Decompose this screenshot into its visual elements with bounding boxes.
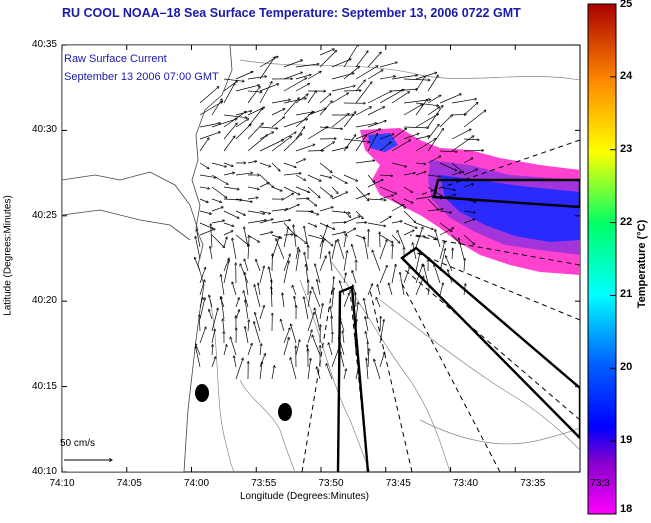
scale-label: 50 cm/s xyxy=(60,438,95,449)
y-tick-label: 40:30 xyxy=(0,124,57,135)
x-tick-label: 74:05 xyxy=(104,478,154,489)
x-tick-label: 73:3 xyxy=(575,478,625,489)
colorbar-tick-label: 21 xyxy=(620,288,632,300)
mooring-marker-1 xyxy=(195,384,209,402)
colorbar-tick-label: 23 xyxy=(620,143,632,155)
legend-line-1: Raw Surface Current xyxy=(64,53,167,65)
y-tick-label: 40:35 xyxy=(0,39,57,50)
x-tick-label: 73:40 xyxy=(441,478,491,489)
x-tick-label: 73:55 xyxy=(239,478,289,489)
x-axis-title: Longitude (Degrees:Minutes) xyxy=(240,491,369,502)
chart-title: RU COOL NOAA–18 Sea Surface Temperature:… xyxy=(62,6,592,20)
mooring-marker-2 xyxy=(278,403,292,421)
current-vector xyxy=(368,229,369,247)
x-tick-label: 74:10 xyxy=(37,478,87,489)
colorbar-title: Temperature (°C) xyxy=(636,204,648,324)
y-tick-label: 40:15 xyxy=(0,381,57,392)
current-vector xyxy=(392,244,393,259)
x-tick-label: 73:35 xyxy=(508,478,558,489)
colorbar-tick-label: 24 xyxy=(620,70,632,82)
legend-line-2: September 13 2006 07:00 GMT xyxy=(64,71,219,83)
x-tick-label: 74:00 xyxy=(172,478,222,489)
colorbar-tick-label: 18 xyxy=(620,503,632,515)
colorbar xyxy=(588,4,616,514)
colorbar-tick-label: 25 xyxy=(620,0,632,10)
y-tick-label: 40:10 xyxy=(0,466,57,477)
x-tick-label: 73:50 xyxy=(306,478,356,489)
colorbar-tick-label: 20 xyxy=(620,361,632,373)
colorbar-tick-label: 19 xyxy=(620,434,632,446)
y-axis-title: Latitude (Degrees:Minutes) xyxy=(3,191,14,321)
colorbar-tick-label: 22 xyxy=(620,216,632,228)
x-tick-label: 73:45 xyxy=(373,478,423,489)
current-vector xyxy=(344,91,361,92)
current-vector xyxy=(284,235,293,236)
